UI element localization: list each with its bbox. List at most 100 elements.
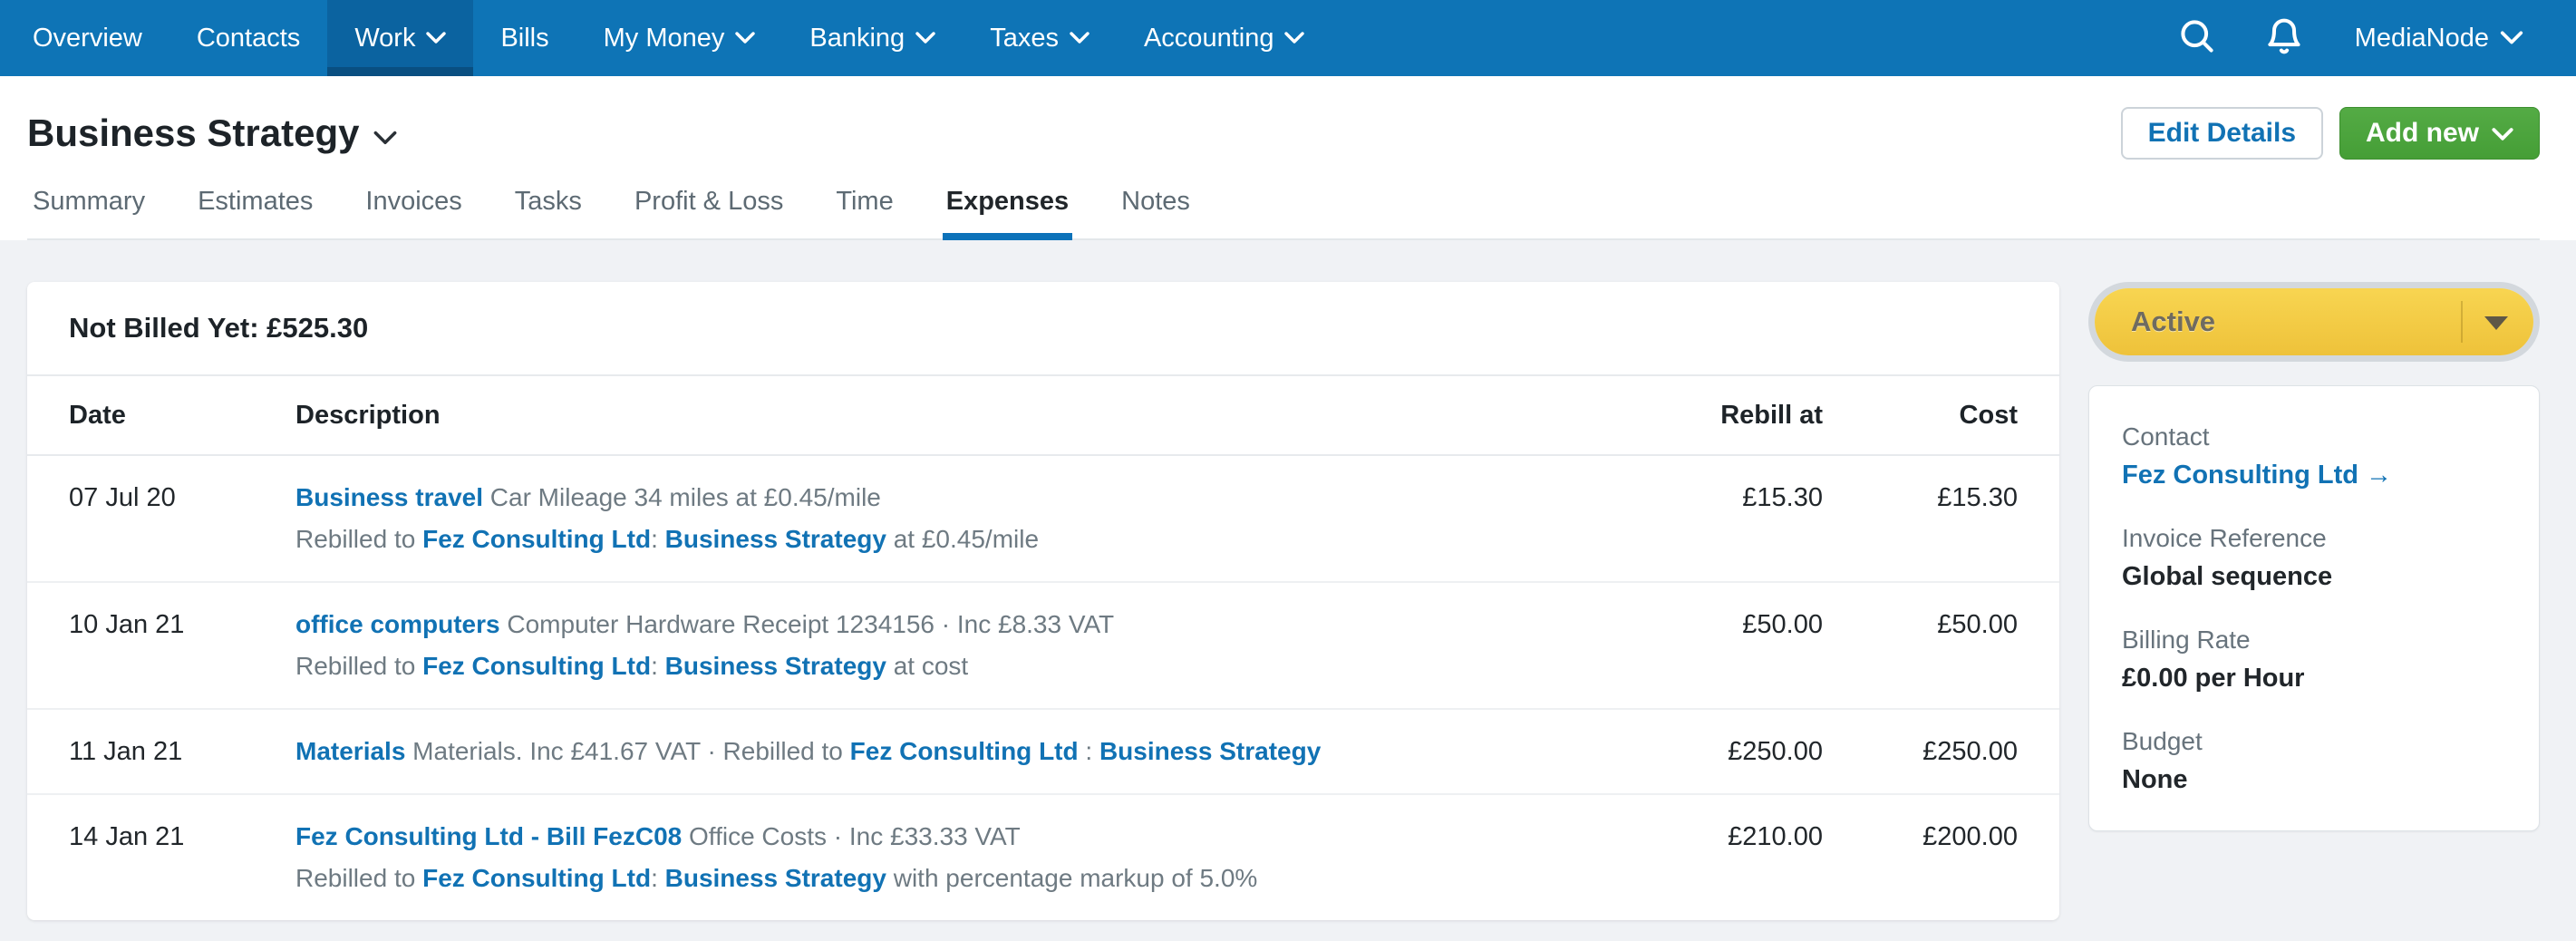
billing-rate-value: £0.00 per Hour [2122,664,2305,693]
tab-expenses[interactable]: Expenses [942,187,1073,240]
column-header-rebill-at: Rebill at [1720,400,1823,430]
bell-icon [2264,16,2304,61]
expense-link[interactable]: Fez Consulting Ltd - Bill FezC08 [295,822,683,850]
expense-cost-amount: £250.00 [1922,737,2018,766]
nav-item-label: My Money [603,23,725,53]
nav-item-label: Bills [500,23,549,53]
column-header-cost: Cost [1959,400,2018,430]
nav-item-work[interactable]: Work [327,0,474,76]
expense-description: Business travel Car Mileage 34 miles at … [295,480,1623,558]
search-icon [2177,16,2217,61]
tab-notes[interactable]: Notes [1121,187,1190,216]
expense-description: Fez Consulting Ltd - Bill FezC08 Office … [295,819,1623,897]
contact-link[interactable]: Fez Consulting Ltd [422,864,652,892]
project-sidebar: Active Contact Fez Consulting Ltd → Invo… [2088,282,2540,831]
expense-cost-amount: £50.00 [1937,610,2018,639]
nav-item-overview[interactable]: Overview [5,0,169,76]
caret-down-icon [2484,316,2508,330]
expense-link[interactable]: Materials [295,737,406,765]
separator-text: : [651,864,665,892]
rebilled-to-text: Rebilled to [295,525,423,553]
chevron-down-icon [2492,118,2513,149]
tab-tasks[interactable]: Tasks [514,187,582,216]
budget-label: Budget [2122,727,2203,755]
chevron-down-icon [426,32,447,44]
contact-link[interactable]: Fez Consulting Ltd [422,652,652,680]
expense-row: 11 Jan 21 Materials Materials. Inc £41.6… [27,710,2059,795]
expense-date: 10 Jan 21 [69,610,185,639]
nav-item-my-money[interactable]: My Money [576,0,783,76]
search-button[interactable] [2154,0,2241,76]
contact-name: Fez Consulting Ltd [2122,461,2358,490]
nav-item-label: Accounting [1143,23,1274,53]
project-link[interactable]: Business Strategy [1099,737,1322,765]
tab-profit-loss[interactable]: Profit & Loss [634,187,784,216]
expense-detail-text: Car Mileage 34 miles at £0.45/mile [483,483,881,511]
tab-time[interactable]: Time [836,187,894,216]
tab-estimates[interactable]: Estimates [198,187,314,216]
column-header-description: Description [295,400,441,430]
top-nav: Overview Contacts Work Bills My Money Ba… [0,0,2576,76]
content-area: Not Billed Yet: £525.30 Date Description… [0,240,2576,920]
expense-cost-amount: £200.00 [1922,822,2018,851]
nav-right: MediaNode [2154,0,2576,76]
budget-field: Budget None [2122,725,2506,798]
chevron-down-icon [1284,32,1305,44]
account-name: MediaNode [2354,23,2489,53]
project-title-dropdown[interactable]: Business Strategy [27,112,397,155]
page-title: Business Strategy [27,112,360,154]
expense-rebill-amount: £15.30 [1742,483,1823,512]
expense-row: 14 Jan 21 Fez Consulting Ltd - Bill FezC… [27,795,2059,920]
nav-item-label: Banking [809,23,905,53]
chevron-down-icon [735,32,756,44]
rebilled-to-text: Rebilled to [295,864,423,892]
nav-item-banking[interactable]: Banking [782,0,963,76]
add-new-label: Add new [2366,118,2479,148]
expense-detail-text: Office Costs · Inc £33.33 VAT [682,822,1021,850]
project-status-dropdown[interactable]: Active [2095,288,2533,355]
add-new-button[interactable]: Add new [2339,107,2540,160]
expense-link[interactable]: Business travel [295,483,483,511]
edit-details-button[interactable]: Edit Details [2120,107,2323,160]
expense-rebill-amount: £210.00 [1728,822,1823,851]
contact-link[interactable]: Fez Consulting Ltd [422,525,652,553]
project-link[interactable]: Business Strategy [664,864,886,892]
expenses-table-header: Date Description Rebill at Cost [27,376,2059,456]
arrow-right-icon: → [2366,461,2393,490]
invoice-reference-field: Invoice Reference Global sequence [2122,522,2506,595]
rebill-terms-text: at cost [886,652,969,680]
tab-invoices[interactable]: Invoices [365,187,462,216]
column-header-date: Date [69,400,126,430]
chevron-down-icon [915,32,935,44]
chevron-down-icon [1070,32,1089,44]
expense-row: 07 Jul 20 Business travel Car Mileage 34… [27,456,2059,583]
contact-field: Contact Fez Consulting Ltd → [2122,421,2506,493]
status-badge: Active [2131,306,2216,337]
project-link[interactable]: Business Strategy [664,525,886,553]
expense-link[interactable]: office computers [295,610,500,638]
billing-rate-field: Billing Rate £0.00 per Hour [2122,624,2506,696]
invoice-reference-value: Global sequence [2122,562,2333,591]
nav-item-taxes[interactable]: Taxes [963,0,1117,76]
invoice-reference-label: Invoice Reference [2122,524,2327,552]
rebilled-to-text: Rebilled to [295,652,423,680]
contact-link[interactable]: Fez Consulting Ltd [849,737,1079,765]
contact-link[interactable]: Fez Consulting Ltd → [2122,457,2506,493]
divider [2461,301,2463,343]
chevron-down-icon [2500,31,2523,45]
expenses-card: Not Billed Yet: £525.30 Date Description… [27,282,2059,920]
separator-text: : [1078,737,1099,765]
project-details-panel: Contact Fez Consulting Ltd → Invoice Ref… [2088,385,2540,831]
tab-summary[interactable]: Summary [33,187,146,216]
budget-value: None [2122,765,2188,794]
notifications-button[interactable] [2241,0,2328,76]
page-header: Business Strategy Edit Details Add new S… [0,76,2576,240]
nav-item-contacts[interactable]: Contacts [169,0,327,76]
project-link[interactable]: Business Strategy [664,652,886,680]
nav-item-accounting[interactable]: Accounting [1117,0,1332,76]
nav-item-bills[interactable]: Bills [473,0,576,76]
billing-rate-label: Billing Rate [2122,626,2251,654]
expense-description: office computers Computer Hardware Recei… [295,606,1623,684]
account-menu[interactable]: MediaNode [2328,0,2551,76]
separator-text: : [651,652,665,680]
